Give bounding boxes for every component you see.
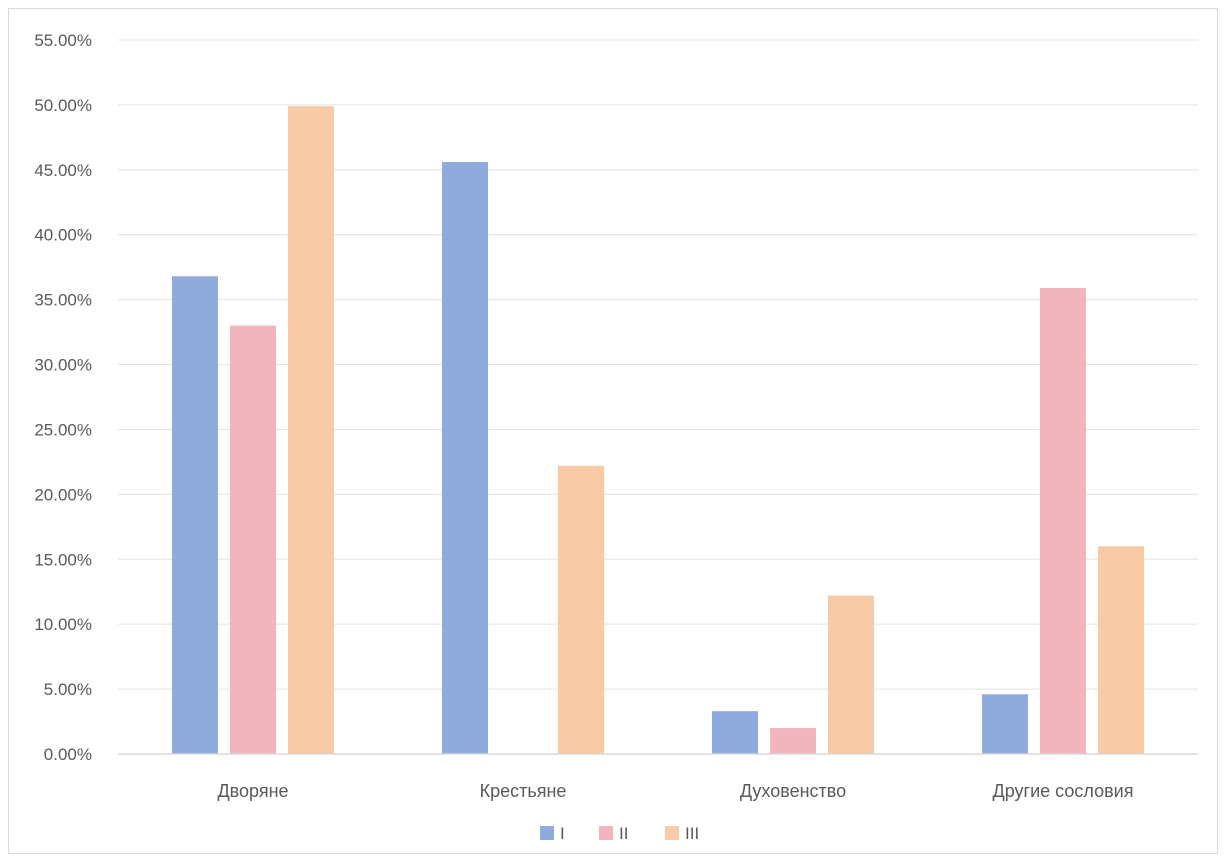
bar-2-series-2	[828, 595, 874, 754]
bar-2-series-1	[770, 728, 816, 754]
x-category-label: Другие сословия	[993, 781, 1134, 801]
bar-0-series-0	[172, 276, 218, 754]
bar-0-series-1	[230, 325, 276, 754]
legend-label: II	[619, 824, 628, 843]
y-tick-label: 30.00%	[34, 356, 92, 375]
y-tick-label: 45.00%	[34, 161, 92, 180]
bars	[172, 106, 1144, 754]
x-axis-category-labels: Дворяне Крестьяне Духовенство Другие сослов…	[217, 781, 1133, 801]
x-category-label: Духовенство	[740, 781, 846, 801]
legend-swatch	[665, 826, 679, 840]
bar-1-series-2	[558, 465, 604, 754]
bar-1-series-0	[442, 162, 488, 754]
x-category-label: Крестьяне	[480, 781, 567, 801]
x-category-label: Дворяне	[217, 781, 288, 801]
legend-swatch	[599, 826, 613, 840]
gridlines	[118, 39, 1198, 690]
legend-label: I	[560, 824, 565, 843]
y-tick-label: 40.00%	[34, 226, 92, 245]
y-tick-label: 10.00%	[34, 615, 92, 634]
y-tick-label: 20.00%	[34, 485, 92, 504]
y-tick-label: 25.00%	[34, 420, 92, 439]
legend: I II III	[540, 824, 699, 843]
y-tick-label: 50.00%	[34, 96, 92, 115]
y-tick-label: 35.00%	[34, 291, 92, 310]
legend-swatch	[540, 826, 554, 840]
bar-3-series-0	[982, 694, 1028, 754]
y-tick-label: 5.00%	[44, 680, 92, 699]
bar-3-series-1	[1040, 287, 1086, 754]
bar-0-series-2	[288, 106, 334, 754]
legend-label: III	[685, 824, 699, 843]
y-axis-tick-labels: 0.00% 5.00% 10.00% 15.00% 20.00% 25.00% 30.00%…	[34, 31, 92, 764]
y-tick-label: 15.00%	[34, 550, 92, 569]
bar-2-series-0	[712, 711, 758, 754]
bar-3-series-2	[1098, 546, 1144, 754]
y-tick-label: 55.00%	[34, 31, 92, 50]
y-tick-label: 0.00%	[44, 745, 92, 764]
